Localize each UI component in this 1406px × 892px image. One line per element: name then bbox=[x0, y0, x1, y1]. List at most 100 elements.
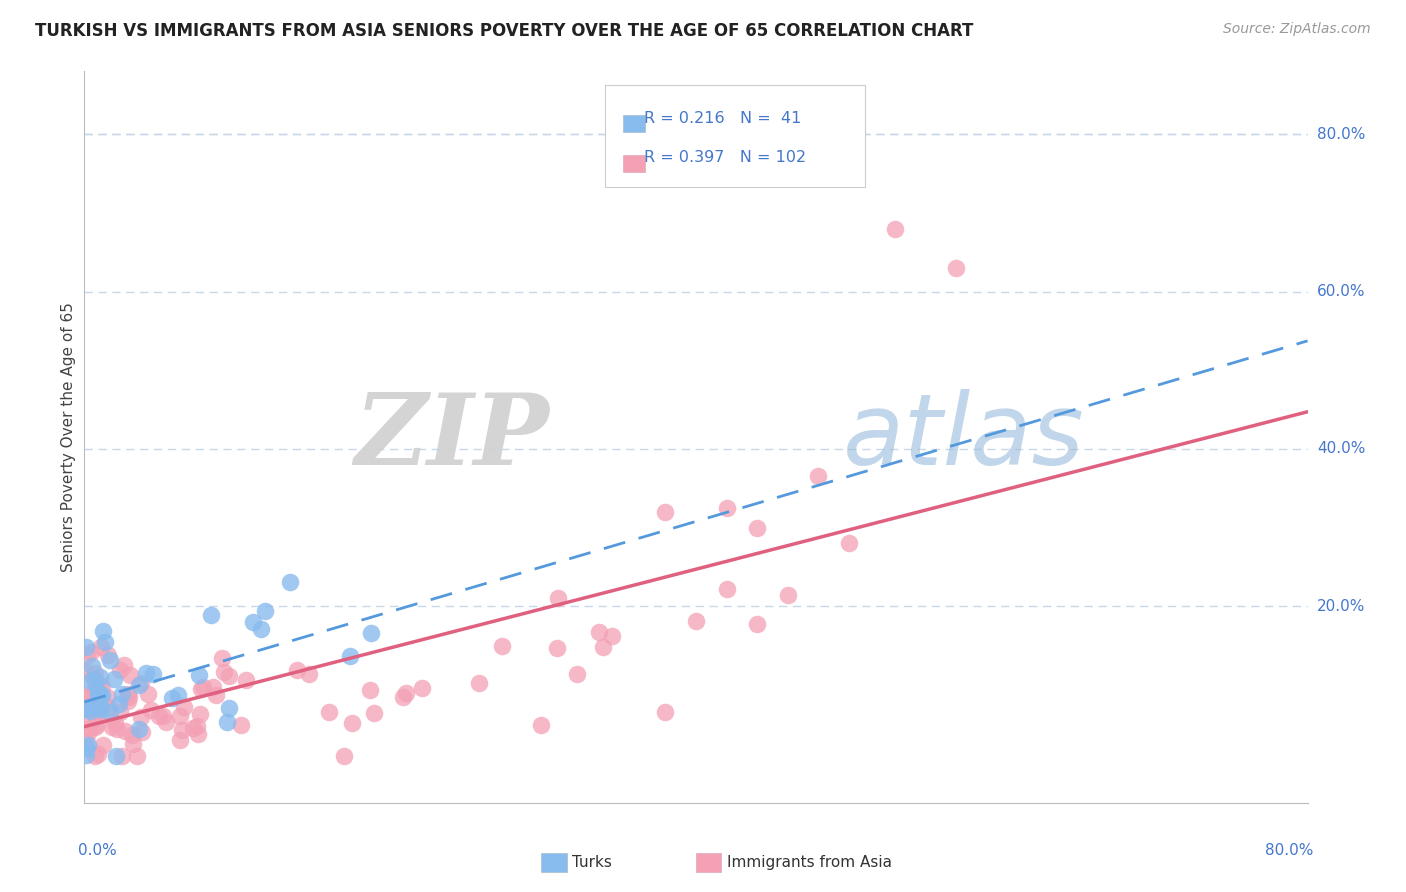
Point bbox=[89, 689, 111, 703]
Point bbox=[91, 738, 114, 752]
Point bbox=[89, 670, 111, 684]
Point bbox=[108, 698, 131, 712]
Text: TURKISH VS IMMIGRANTS FROM ASIA SENIORS POVERTY OVER THE AGE OF 65 CORRELATION C: TURKISH VS IMMIGRANTS FROM ASIA SENIORS … bbox=[35, 22, 973, 40]
Point bbox=[100, 705, 122, 719]
Point bbox=[79, 674, 101, 689]
Point bbox=[75, 697, 97, 711]
Point bbox=[75, 748, 97, 763]
Point bbox=[363, 706, 385, 720]
Point bbox=[747, 520, 769, 534]
Point bbox=[654, 705, 676, 719]
Point bbox=[91, 624, 114, 639]
Point bbox=[600, 629, 623, 643]
Point bbox=[96, 690, 118, 704]
Text: Immigrants from Asia: Immigrants from Asia bbox=[727, 855, 891, 870]
Point bbox=[169, 732, 191, 747]
Point bbox=[76, 738, 98, 752]
Point bbox=[75, 701, 97, 715]
Point bbox=[200, 608, 222, 623]
Point bbox=[105, 722, 128, 736]
Point bbox=[190, 681, 212, 696]
Text: R = 0.216   N =  41: R = 0.216 N = 41 bbox=[644, 112, 801, 126]
Point bbox=[169, 708, 191, 723]
Text: 0.0%: 0.0% bbox=[79, 843, 117, 858]
Point bbox=[218, 701, 240, 715]
Point bbox=[75, 665, 97, 679]
Point bbox=[188, 706, 211, 721]
Point bbox=[530, 718, 553, 732]
Text: 60.0%: 60.0% bbox=[1317, 284, 1365, 299]
Point bbox=[229, 718, 252, 732]
Point bbox=[883, 221, 905, 235]
Point bbox=[212, 665, 235, 679]
Point bbox=[546, 641, 568, 656]
Y-axis label: Seniors Poverty Over the Age of 65: Seniors Poverty Over the Age of 65 bbox=[60, 302, 76, 572]
Point bbox=[411, 681, 433, 695]
Point bbox=[318, 706, 340, 720]
Point bbox=[117, 687, 139, 701]
Point bbox=[83, 697, 105, 711]
Point bbox=[108, 706, 131, 720]
Point bbox=[121, 728, 143, 742]
Point bbox=[807, 469, 830, 483]
Point bbox=[250, 622, 273, 636]
Point bbox=[278, 574, 301, 589]
Point bbox=[89, 705, 111, 719]
Point bbox=[565, 667, 588, 681]
Point bbox=[298, 666, 321, 681]
Point bbox=[491, 639, 513, 653]
Point bbox=[166, 688, 188, 702]
Point bbox=[135, 665, 157, 680]
Point bbox=[87, 685, 110, 699]
Point bbox=[84, 665, 107, 680]
Point bbox=[75, 734, 97, 748]
Point bbox=[172, 723, 194, 737]
Point bbox=[285, 663, 308, 677]
Point bbox=[110, 663, 132, 677]
Point bbox=[75, 741, 97, 756]
Point bbox=[83, 684, 105, 698]
Point bbox=[242, 615, 264, 629]
Point bbox=[467, 676, 489, 690]
Point bbox=[79, 645, 101, 659]
Text: atlas: atlas bbox=[842, 389, 1084, 485]
Point bbox=[80, 659, 103, 673]
Point bbox=[76, 649, 98, 664]
Point bbox=[215, 714, 238, 729]
Point bbox=[79, 721, 101, 735]
Text: 40.0%: 40.0% bbox=[1317, 442, 1365, 457]
Point bbox=[747, 617, 769, 632]
Text: 80.0%: 80.0% bbox=[1265, 843, 1313, 858]
Point bbox=[91, 688, 114, 702]
Point bbox=[87, 678, 110, 692]
Point bbox=[838, 536, 860, 550]
Point bbox=[105, 748, 128, 763]
Point bbox=[98, 653, 121, 667]
Point bbox=[173, 699, 195, 714]
Point bbox=[193, 680, 215, 694]
Point bbox=[87, 747, 110, 762]
Point bbox=[111, 748, 134, 763]
Point bbox=[235, 673, 257, 688]
Point bbox=[148, 708, 170, 723]
Point bbox=[83, 671, 105, 685]
Text: R = 0.397   N = 102: R = 0.397 N = 102 bbox=[644, 151, 806, 165]
Text: ZIP: ZIP bbox=[354, 389, 550, 485]
Point bbox=[90, 708, 112, 723]
Point bbox=[253, 604, 276, 618]
Point bbox=[90, 640, 112, 654]
Point bbox=[97, 648, 120, 663]
Point bbox=[125, 748, 148, 763]
Point bbox=[84, 674, 107, 689]
Point bbox=[75, 714, 97, 728]
Point bbox=[205, 688, 228, 702]
Point bbox=[188, 668, 211, 682]
Point bbox=[202, 681, 225, 695]
Point bbox=[79, 704, 101, 718]
Point bbox=[131, 725, 153, 739]
Point bbox=[94, 635, 117, 649]
Point bbox=[138, 687, 160, 701]
Point bbox=[716, 500, 738, 515]
Point bbox=[211, 651, 233, 665]
Point bbox=[333, 748, 356, 763]
